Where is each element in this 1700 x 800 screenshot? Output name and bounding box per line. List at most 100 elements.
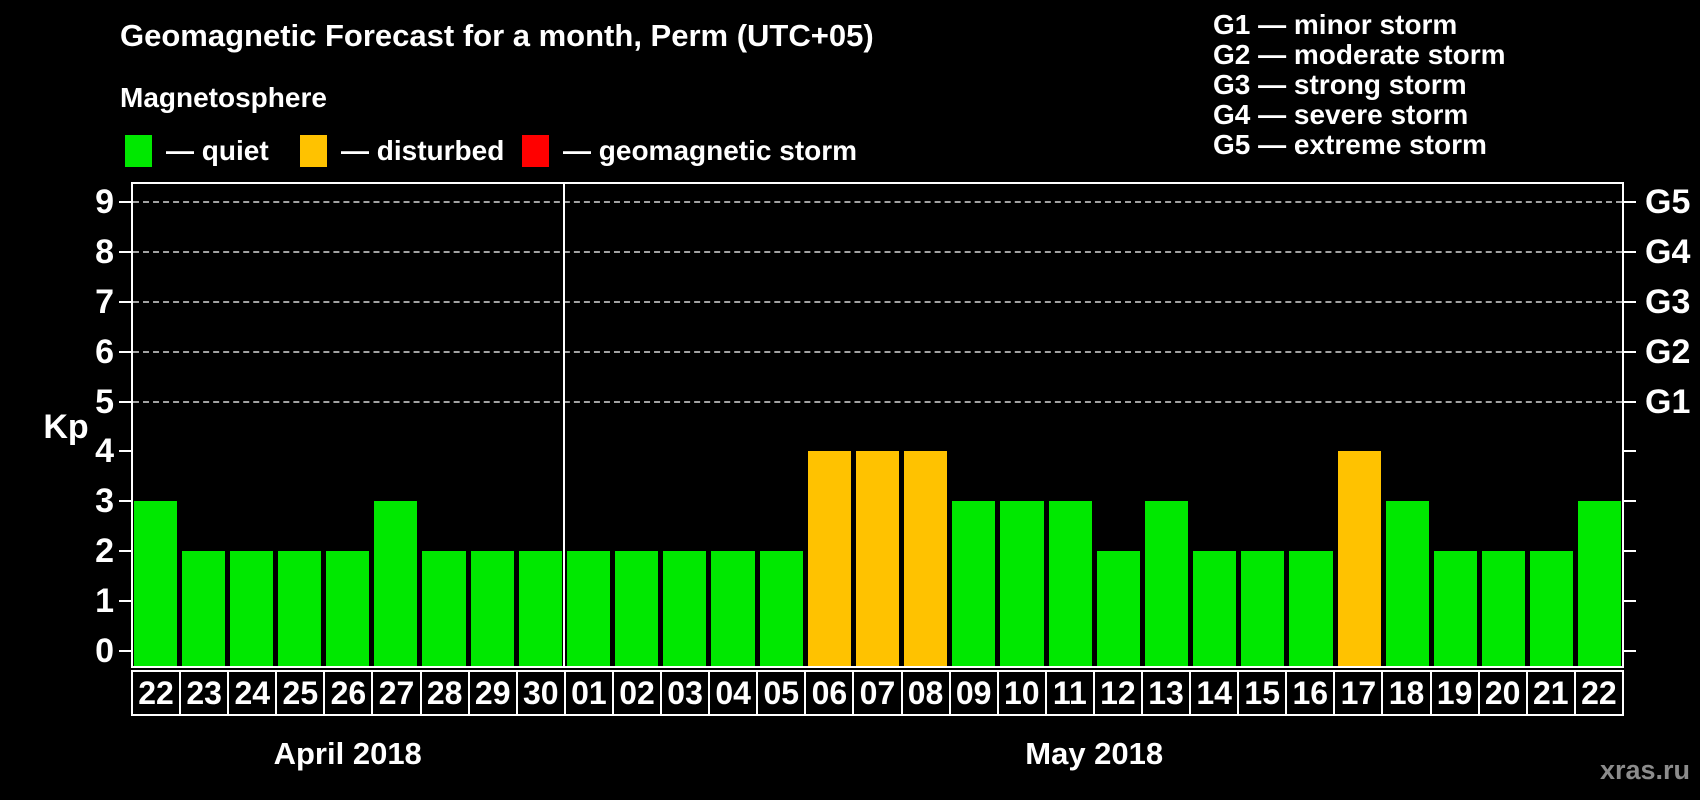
day-label-14: 14 (1189, 672, 1237, 714)
g-axis-label-g1: G1 (1645, 382, 1691, 421)
g-axis-label-g5: G5 (1645, 182, 1691, 221)
kp-bar-day-14 (1193, 551, 1237, 666)
g-legend-line: G3 — strong storm (1213, 69, 1467, 100)
storm-swatch-icon (522, 135, 549, 167)
legend-label: — geomagnetic storm (563, 135, 858, 166)
kp-axis-title: Kp (43, 408, 89, 446)
kp-tick-label-6: 6 (95, 332, 114, 371)
day-label-26: 26 (323, 672, 371, 714)
kp-bar-day-15 (1241, 551, 1285, 666)
day-label-07: 07 (852, 672, 900, 714)
right-tick-kp7 (1624, 300, 1636, 303)
g-legend-line: G1 — minor storm (1213, 9, 1458, 40)
kp-bar-day-27 (374, 501, 418, 666)
gridline-kp6 (133, 350, 1622, 353)
day-label-24: 24 (227, 672, 275, 714)
kp-bar-day-07 (855, 451, 900, 666)
left-tick-kp0 (119, 650, 131, 652)
disturbed-swatch-icon (300, 135, 327, 167)
gridline-kp8 (133, 250, 1622, 253)
kp-bar-day-09 (952, 501, 996, 666)
quiet-swatch-icon (125, 135, 152, 167)
g-scale-legend: G1 — minor storm G2 — moderate storm G3 — … (1213, 10, 1506, 160)
kp-bar-day-08 (904, 451, 948, 666)
kp-bar-day-25 (277, 551, 322, 666)
kp-bar-day-05 (759, 551, 803, 666)
day-label-29: 29 (467, 672, 516, 714)
right-tick-kp3 (1624, 500, 1636, 503)
left-tick-kp8 (119, 250, 131, 253)
kp-bar-day-30 (518, 551, 562, 666)
kp-bar-day-03 (663, 551, 707, 666)
legend-label: — quiet (166, 135, 269, 166)
day-label-04: 04 (708, 672, 756, 714)
right-tick-kp9 (1624, 200, 1636, 203)
kp-bar-day-10 (1000, 501, 1044, 666)
day-label-16: 16 (1285, 672, 1333, 714)
day-label-05: 05 (756, 672, 804, 714)
kp-tick-label-0: 0 (95, 632, 114, 670)
kp-tick-label-9: 9 (95, 182, 114, 221)
g-axis-label-g2: G2 (1645, 332, 1691, 371)
day-label-21: 21 (1525, 672, 1574, 714)
g-axis-label-g4: G4 (1645, 232, 1691, 271)
kp-bar-day-04 (711, 551, 755, 666)
day-label-28: 28 (419, 672, 468, 714)
day-label-02: 02 (611, 672, 660, 714)
kp-bar-day-19 (1433, 551, 1477, 666)
day-label-19: 19 (1429, 672, 1478, 714)
kp-bar-day-22 (1578, 501, 1622, 666)
day-axis: 22 23 24 25 26 27 28 29 30 01 02 03 04 05 06 07 08 09 10 11… (131, 670, 1624, 716)
g-legend-line: G4 — severe storm (1213, 99, 1469, 130)
day-label-23: 23 (179, 672, 227, 714)
day-label-09: 09 (948, 672, 997, 714)
kp-bar-day-22 (133, 501, 177, 666)
day-label-13: 13 (1140, 672, 1189, 714)
left-tick-kp9 (119, 200, 131, 203)
page-title: Geomagnetic Forecast for a month, Perm (… (120, 18, 874, 53)
kp-bar-day-12 (1096, 551, 1140, 666)
day-label-10: 10 (996, 672, 1045, 714)
g-axis-label-g3: G3 (1645, 282, 1691, 321)
day-label-17: 17 (1333, 672, 1381, 714)
day-label-01: 01 (563, 672, 612, 714)
kp-bar-day-29 (470, 551, 514, 666)
kp-tick-label-8: 8 (95, 232, 114, 271)
day-label-30: 30 (515, 672, 564, 714)
kp-tick-label-7: 7 (95, 282, 114, 321)
kp-tick-label-2: 2 (95, 532, 114, 571)
day-label-20: 20 (1477, 672, 1526, 714)
left-tick-kp5 (119, 400, 131, 403)
right-tick-kp2 (1624, 550, 1636, 553)
watermark: xras.ru (1599, 755, 1690, 785)
day-label-22: 22 (1573, 672, 1622, 714)
day-label-22: 22 (138, 674, 174, 711)
kp-bar-day-28 (422, 551, 466, 666)
plot-area (131, 182, 1624, 668)
day-label-18: 18 (1381, 672, 1429, 714)
day-label-12: 12 (1092, 672, 1141, 714)
legend-item-quiet: — quiet (125, 135, 269, 167)
left-tick-kp3 (119, 500, 131, 503)
kp-tick-label-5: 5 (95, 382, 114, 421)
kp-tick-label-4: 4 (95, 432, 114, 471)
month-label: May 2018 (1025, 736, 1164, 771)
kp-bar-day-21 (1530, 551, 1574, 666)
kp-bar-day-23 (181, 551, 225, 666)
kp-tick-label-3: 3 (95, 482, 114, 521)
month-separator (563, 182, 566, 668)
left-tick-kp2 (119, 550, 131, 553)
kp-bar-day-11 (1048, 501, 1092, 666)
gridline-kp7 (133, 300, 1622, 303)
kp-tick-label-1: 1 (95, 582, 114, 621)
kp-bar-day-20 (1482, 551, 1526, 666)
gridline-kp5 (133, 400, 1622, 403)
month-label: April 2018 (273, 736, 422, 771)
left-tick-kp6 (119, 350, 131, 353)
kp-bar-day-13 (1144, 501, 1189, 666)
legend-item-storm: — geomagnetic storm (522, 135, 857, 167)
day-label-15: 15 (1237, 672, 1285, 714)
day-label-25: 25 (275, 672, 323, 714)
day-label-08: 08 (900, 672, 949, 714)
